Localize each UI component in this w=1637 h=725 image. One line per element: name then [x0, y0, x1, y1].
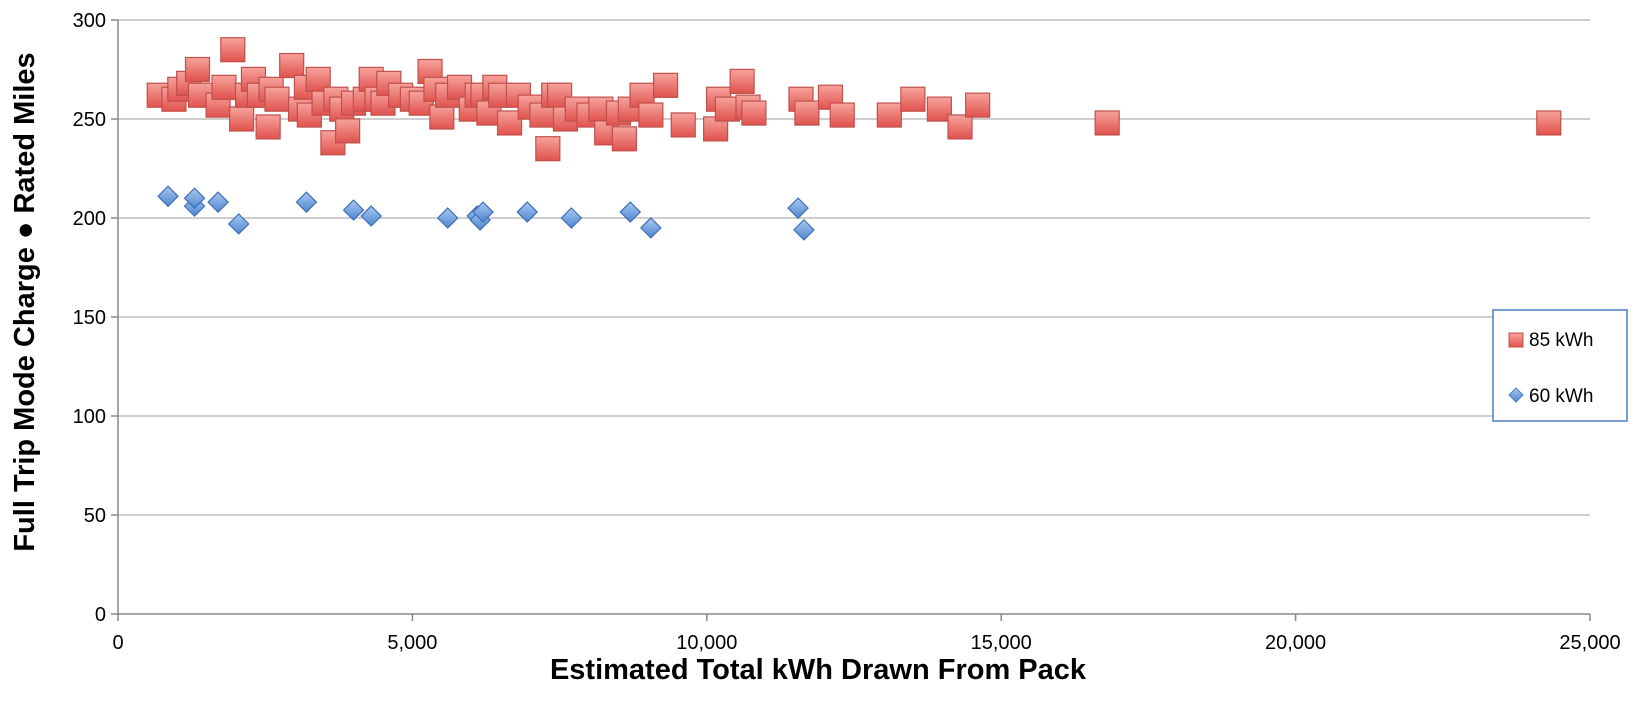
legend-85kwh-label: 85 kWh — [1529, 330, 1593, 351]
legend-85kwh-marker — [1508, 332, 1524, 348]
y-tick-label: 200 — [73, 208, 106, 230]
data-point-85kwh — [1536, 110, 1562, 136]
data-point-85kwh — [947, 114, 973, 140]
data-point-85kwh — [496, 110, 523, 136]
data-point-60kwh — [342, 199, 365, 221]
data-point-60kwh — [295, 191, 318, 214]
data-point-85kwh — [829, 102, 855, 128]
y-axis-title: Full Trip Mode Charge ● Rated Miles — [9, 52, 41, 551]
axes: 0 50 100 150 200 250 300 0 5,000 10,000 15,000 20,0… — [73, 10, 1621, 654]
data-point-60kwh — [183, 187, 206, 210]
data-point-85kwh — [211, 74, 237, 100]
data-point-60kwh — [436, 207, 459, 229]
y-tick-label: 300 — [73, 10, 106, 32]
data-series — [146, 37, 1562, 241]
data-point-60kwh — [227, 213, 250, 235]
data-point-85kwh — [264, 86, 290, 112]
data-point-85kwh — [741, 100, 767, 126]
data-point-60kwh — [640, 217, 662, 239]
data-point-85kwh — [714, 96, 741, 122]
legend-box — [1492, 309, 1628, 422]
data-point-60kwh — [207, 191, 229, 214]
legend: 85 kWh 60 kWh — [1492, 309, 1628, 422]
data-point-85kwh — [220, 37, 246, 63]
data-point-85kwh — [794, 100, 820, 126]
data-point-60kwh — [793, 219, 815, 241]
series-60-kwh — [157, 185, 815, 241]
data-point-60kwh — [360, 205, 383, 227]
data-point-85kwh — [279, 52, 305, 79]
data-point-60kwh — [560, 207, 583, 229]
data-point-85kwh — [1094, 110, 1120, 136]
data-point-85kwh — [255, 114, 281, 140]
data-point-85kwh — [429, 104, 455, 130]
y-tick-label: 250 — [73, 109, 106, 131]
data-point-85kwh — [335, 118, 361, 144]
legend-60kwh-marker — [1508, 387, 1524, 403]
y-tick-label: 50 — [84, 505, 106, 527]
data-point-85kwh — [900, 86, 926, 112]
data-point-85kwh — [965, 92, 991, 118]
x-tick-label: 10,000 — [676, 632, 737, 654]
series-85-kwh — [146, 37, 1562, 162]
data-point-85kwh — [926, 96, 952, 122]
data-point-85kwh — [638, 102, 664, 128]
data-point-85kwh — [611, 126, 637, 152]
x-tick-label: 20,000 — [1265, 632, 1326, 654]
data-point-85kwh — [652, 72, 679, 98]
y-tick-label: 100 — [73, 406, 106, 428]
x-tick-label: 0 — [112, 632, 123, 654]
data-point-85kwh — [184, 56, 211, 83]
x-tick-label: 5,000 — [387, 632, 437, 654]
y-tick-label: 0 — [95, 604, 106, 626]
data-point-60kwh — [619, 201, 642, 223]
x-tick-label: 15,000 — [971, 632, 1032, 654]
data-point-60kwh — [516, 201, 539, 223]
x-tick-label: 25,000 — [1559, 632, 1620, 654]
data-point-85kwh — [729, 68, 755, 94]
data-point-85kwh — [876, 102, 902, 128]
y-tick-label: 150 — [73, 307, 106, 329]
data-point-85kwh — [229, 106, 255, 132]
data-point-60kwh — [787, 197, 809, 219]
data-point-85kwh — [670, 112, 696, 138]
x-axis-title: Estimated Total kWh Drawn From Pack — [550, 654, 1087, 686]
data-point-85kwh — [535, 136, 561, 162]
data-point-60kwh — [472, 201, 494, 223]
data-point-60kwh — [157, 185, 179, 208]
legend-60kwh-label: 60 kWh — [1529, 386, 1593, 407]
